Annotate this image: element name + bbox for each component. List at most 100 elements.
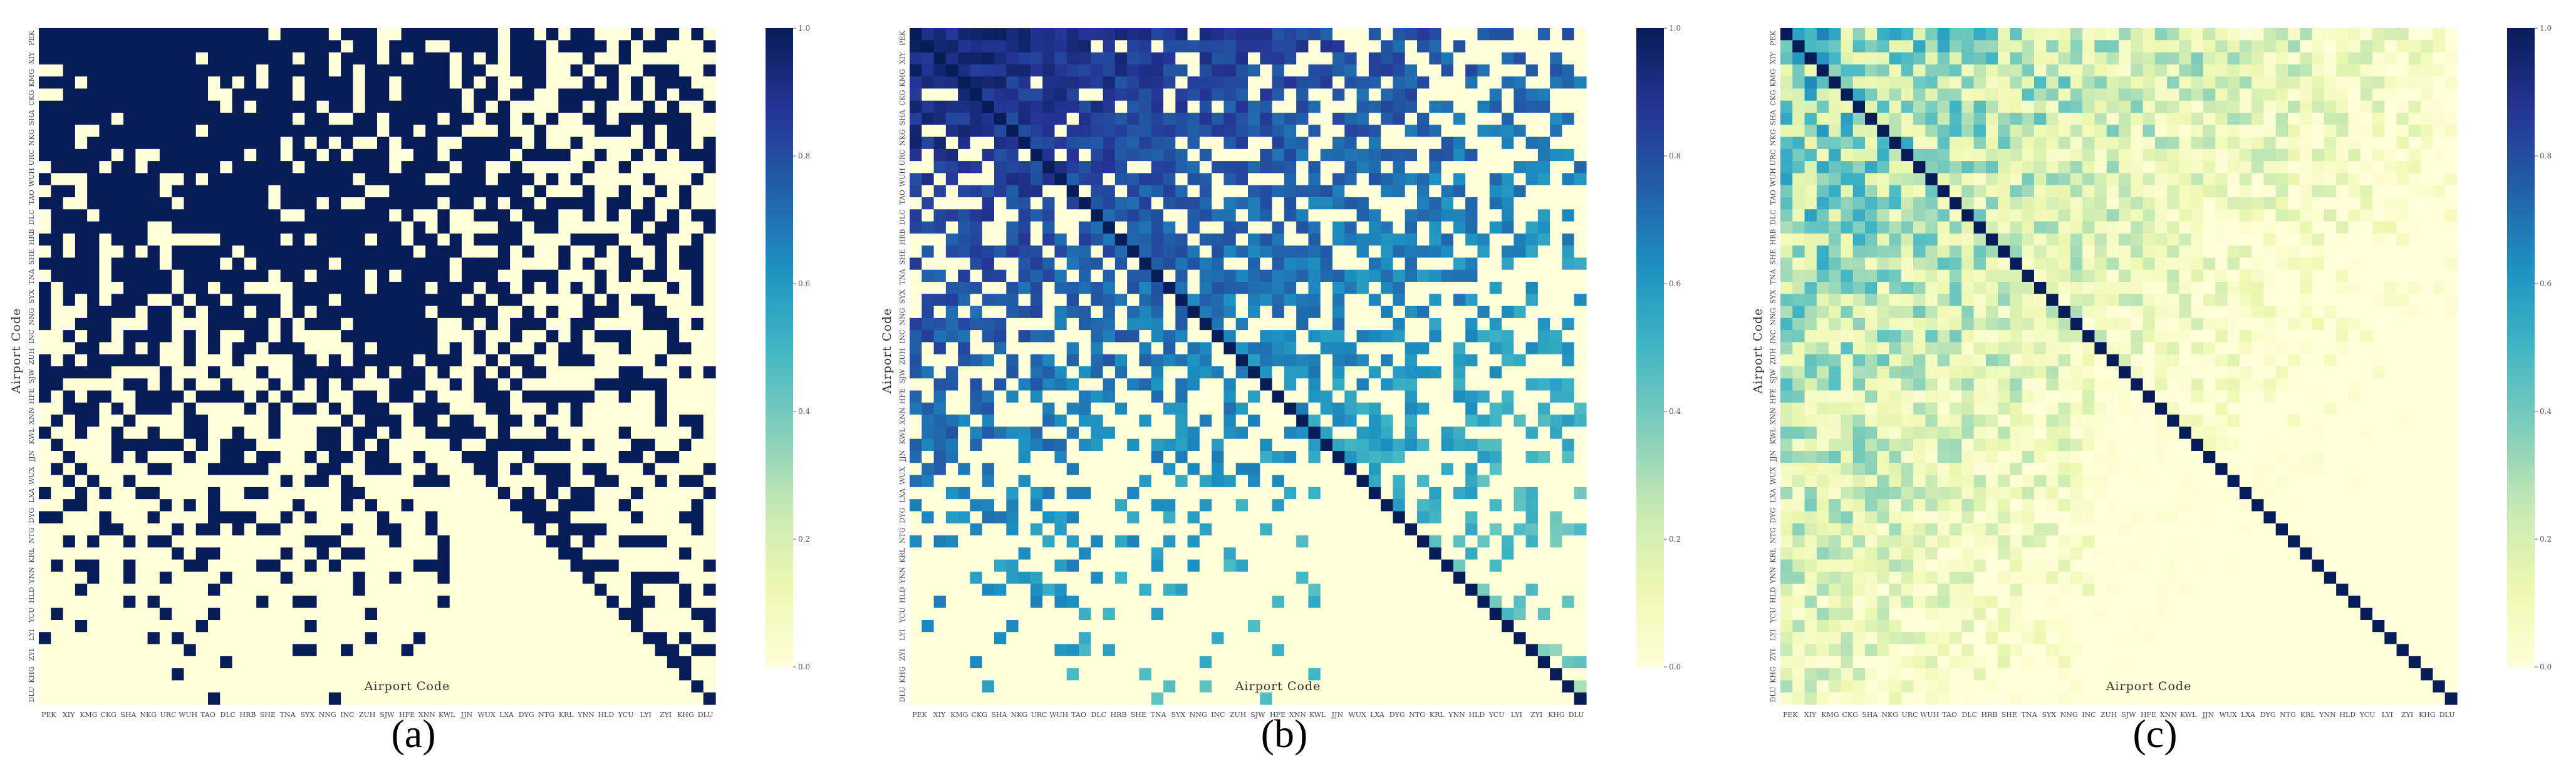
heatmap-cell (595, 644, 608, 657)
heatmap-cell (328, 330, 341, 343)
heatmap-cell (606, 475, 620, 488)
heatmap-cell (474, 197, 487, 210)
heatmap-cell (365, 113, 378, 125)
heatmap-cell (474, 644, 487, 657)
heatmap-cell (679, 282, 692, 294)
heatmap-cell (462, 40, 474, 53)
heatmap-cell (1453, 378, 1466, 391)
heatmap-cell (510, 306, 523, 319)
heatmap-cell (910, 330, 922, 343)
heatmap-cell (462, 185, 474, 198)
heatmap-cell (232, 306, 245, 319)
heatmap-cell (341, 668, 354, 681)
heatmap-cell (1079, 294, 1091, 307)
heatmap-cell (1525, 113, 1539, 125)
heatmap-cell (195, 148, 209, 162)
heatmap-cell (99, 317, 112, 331)
heatmap-cell (982, 148, 995, 162)
heatmap-cell (328, 233, 341, 246)
heatmap-cell (1139, 342, 1152, 355)
heatmap-cell (643, 499, 656, 512)
heatmap-cell (195, 113, 209, 125)
heatmap-cell (1296, 173, 1309, 186)
heatmap-cell (691, 125, 704, 138)
heatmap-cell (1356, 317, 1369, 331)
heatmap-cell (1525, 221, 1539, 234)
heatmap-cell (75, 547, 88, 560)
heatmap-cell (1114, 330, 1128, 343)
heatmap-cell (546, 269, 559, 282)
heatmap-cell (958, 390, 971, 403)
heatmap-cell (353, 644, 366, 657)
heatmap-cell (994, 161, 1007, 174)
heatmap-cell (534, 692, 547, 705)
x-tick-label: LYI (640, 711, 652, 719)
heatmap-cell (958, 113, 971, 125)
heatmap-cell (304, 245, 318, 259)
heatmap-cell (1453, 282, 1466, 294)
heatmap-cell (341, 692, 354, 705)
heatmap-cell (365, 378, 378, 391)
heatmap-cell (570, 632, 583, 645)
heatmap-cell (945, 330, 958, 343)
heatmap-cell (462, 535, 474, 548)
heatmap-cell (679, 511, 692, 524)
heatmap-cell (437, 52, 450, 65)
heatmap-cell (1562, 317, 1575, 331)
heatmap-cell (546, 282, 559, 294)
heatmap-cell (184, 596, 197, 609)
heatmap-cell (643, 197, 656, 210)
heatmap-cell (1054, 100, 1067, 113)
heatmap-cell (1332, 317, 1345, 331)
heatmap-cell (99, 547, 112, 560)
heatmap-cell (1127, 342, 1140, 355)
heatmap-cell (1381, 40, 1394, 53)
heatmap-cell (970, 269, 983, 282)
heatmap-cell (1308, 354, 1321, 367)
heatmap-cell (474, 692, 487, 705)
heatmap-cell (667, 173, 680, 186)
heatmap-cell (123, 282, 136, 294)
heatmap-a-svg: PEK XIY KMG CKG SHA NKG URC WUH TAO DLC HRB SHE TNA S… (9, 24, 810, 719)
heatmap-cell (425, 644, 439, 657)
heatmap-cell (570, 607, 583, 621)
heatmap-cell (558, 523, 571, 536)
heatmap-cell (546, 584, 559, 597)
heatmap-cell (534, 125, 547, 138)
heatmap-cell (220, 294, 233, 307)
heatmap-cell (1308, 330, 1321, 343)
heatmap-cell (1381, 257, 1394, 271)
heatmap-cell (1260, 52, 1273, 65)
heatmap-cell (1042, 52, 1056, 65)
heatmap-cell (377, 137, 390, 150)
heatmap-cell (135, 559, 148, 572)
heatmap-cell (1018, 317, 1031, 331)
heatmap-cell (99, 607, 112, 621)
heatmap-cell (268, 173, 281, 186)
heatmap-cell (123, 644, 136, 657)
heatmap-cell (546, 148, 559, 162)
heatmap-cell (1103, 125, 1116, 138)
heatmap-cell (232, 76, 245, 90)
heatmap-cell (595, 632, 608, 645)
heatmap-cell (1562, 221, 1575, 234)
heatmap-cell (413, 390, 426, 403)
heatmap-cell (413, 680, 426, 693)
heatmap-cell (63, 209, 76, 222)
heatmap-cell (534, 137, 547, 150)
heatmap-cell (1030, 366, 1043, 379)
heatmap-cell (425, 692, 439, 705)
heatmap-cell (462, 125, 474, 138)
heatmap-cell (1502, 209, 1514, 222)
heatmap-cell (341, 547, 354, 560)
heatmap-cell (51, 644, 64, 657)
heatmap-cell (389, 52, 402, 65)
heatmap-cell (1550, 76, 1563, 90)
heatmap-cell (195, 366, 209, 379)
heatmap-cell (643, 668, 656, 681)
x-tick-label: SHE (260, 711, 276, 719)
heatmap-cell (691, 354, 704, 367)
heatmap-cell (1079, 64, 1091, 77)
heatmap-cell (220, 668, 233, 681)
heatmap-cell (437, 233, 450, 246)
